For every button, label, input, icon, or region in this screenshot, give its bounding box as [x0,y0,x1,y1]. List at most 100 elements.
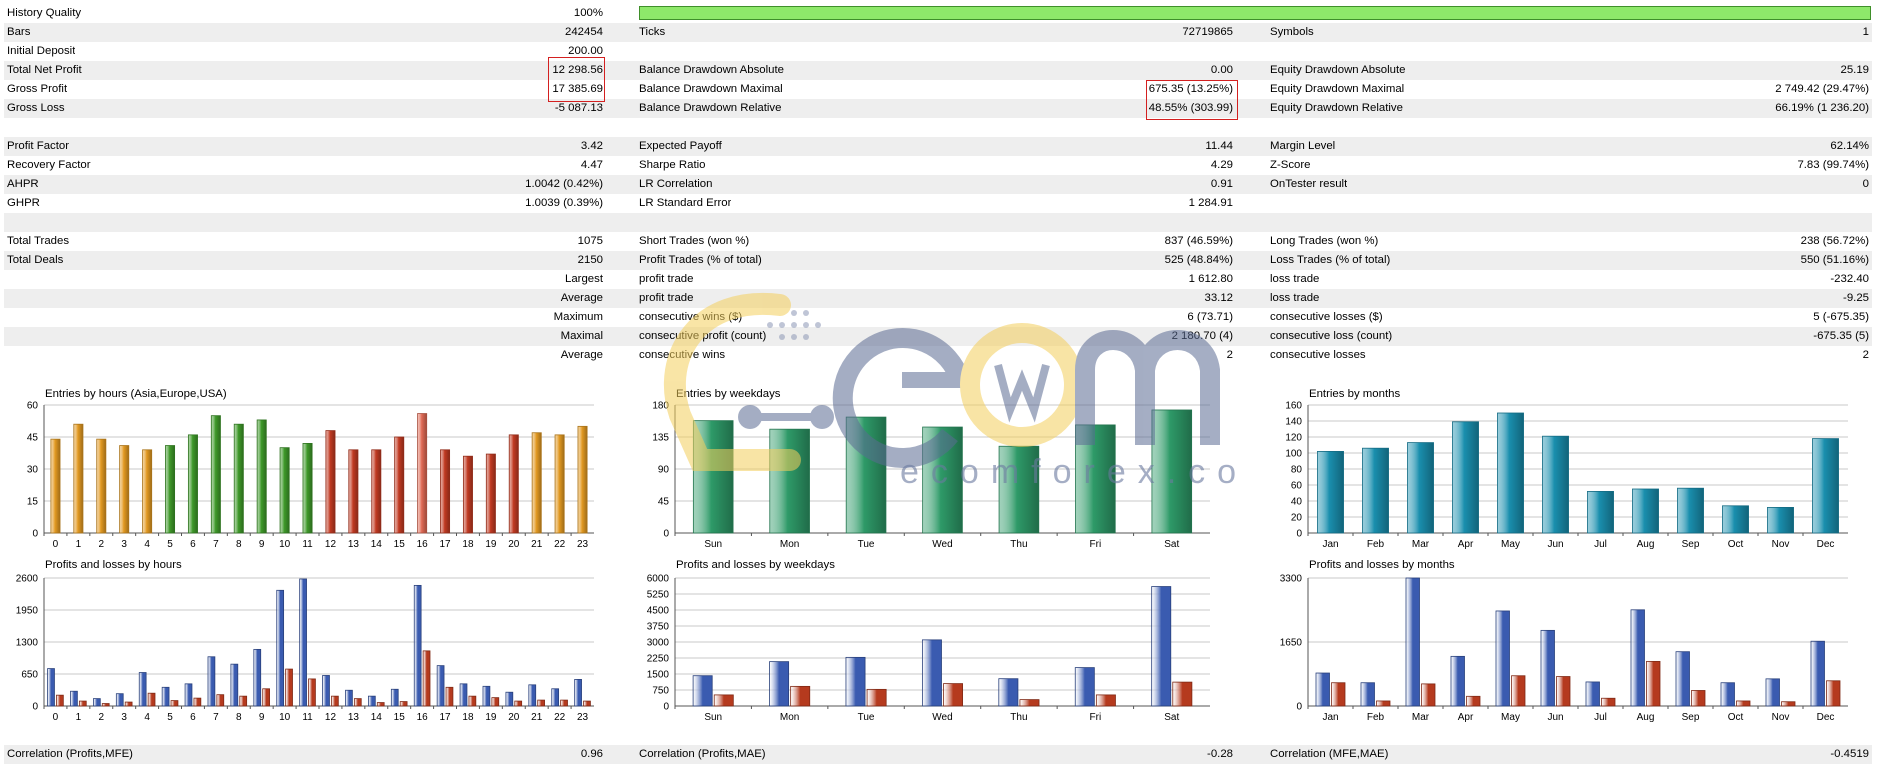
bar-shade [50,438,61,534]
stat-label: Recovery Factor [7,159,91,171]
chart-title: Entries by hours (Asia,Europe,USA) [45,388,227,400]
stat-value: 11.44 [1205,140,1233,152]
profit-bar [47,668,55,707]
bar-shade [845,416,887,534]
x-tick-label: 12 [325,712,337,723]
stat-label: GHPR [7,197,40,209]
x-tick-label: 7 [213,712,219,723]
stat-value: 6 (73.71) [1187,311,1233,323]
stat-label: Bars [7,26,31,38]
x-tick-label: 0 [53,539,59,550]
y-tick-label: 5250 [647,590,670,601]
stats-row: Gross Loss -5 087.13 Balance Drawdown Rela… [4,99,1872,118]
bar-shade [485,453,496,534]
y-tick-label: 120 [1285,433,1302,444]
y-tick-label: 3750 [647,622,670,633]
loss-bar [376,702,385,707]
loss-bar [1691,690,1706,707]
y-tick-label: 60 [27,401,39,412]
x-tick-label: Thu [1010,712,1027,723]
x-tick-label: Mon [780,712,799,723]
stat-value: -9.25 [1843,292,1869,304]
loss-bar [1466,695,1481,707]
loss-bar [1172,681,1193,707]
loss-bar [1556,676,1571,707]
profit-bar [368,695,376,707]
loss-bar [1019,699,1040,707]
loss-bar [1646,660,1661,707]
profit-bar [138,672,147,707]
stat-value: 33.12 [1204,292,1233,304]
y-tick-label: 0 [32,529,38,540]
bar-shade [119,445,130,534]
x-tick-label: Mar [1412,539,1430,550]
x-tick-label: Sun [704,712,722,723]
bar-shade [440,449,451,534]
y-tick-label: 0 [1296,702,1302,713]
stat-label: Total Deals [7,254,64,266]
stats-row: Average consecutive wins 2 consecutive loss… [4,346,1872,365]
bar-shade [1542,435,1569,534]
profit-highlight-box [548,57,605,102]
stats-row: Gross Profit 17 385.69 Balance Drawdown Ma… [4,80,1872,99]
chart-title: Profits and losses by months [1309,559,1455,571]
stats-row: Average profit trade 33.12 loss trade -9.25 [4,289,1872,308]
chart-2: Entries by months 160 140 120 100 80 60 40 20 0 Ja… [1264,385,1878,555]
y-tick-label: 0 [1296,529,1302,540]
x-tick-label: Aug [1637,712,1655,723]
bar-shade [302,443,313,534]
bar-shade [1362,447,1389,534]
stat-label: loss trade [1270,273,1320,285]
x-tick-label: 11 [302,712,313,723]
bar-shade [417,413,428,534]
profit-bar [390,688,399,707]
loss-bar [1421,683,1436,707]
x-tick-label: 5 [167,712,173,723]
y-tick-label: 1300 [16,638,39,649]
bar-shade [325,430,336,534]
x-tick-label: Jul [1594,539,1607,550]
loss-bar [1376,700,1391,707]
x-tick-label: 23 [577,712,589,723]
bar-shade [256,419,267,534]
profit-bar [230,663,239,707]
y-tick-label: 15 [27,497,39,508]
y-tick-label: 40 [1291,497,1303,508]
x-tick-label: 4 [144,712,150,723]
x-tick-label: 6 [190,539,196,550]
bar-shade [1317,451,1344,534]
profit-bar [299,578,307,707]
loss-bar [560,699,568,707]
x-tick-label: 3 [121,539,127,550]
y-tick-label: 45 [658,497,670,508]
stat-value: 66.19% (1 236.20) [1775,102,1869,114]
stat-value: 5 (-675.35) [1813,311,1869,323]
profit-bar [1720,682,1735,707]
stat-label: Ticks [639,26,666,38]
stat-label: Correlation (MFE,MAE) [1270,748,1389,760]
bar-shade [1722,505,1749,534]
bar-shade [1452,421,1479,534]
stat-value: 0.91 [1210,178,1233,190]
profit-bar [1405,577,1420,707]
stat-label: LR Standard Error [639,197,732,209]
x-tick-label: Oct [1728,539,1744,550]
stat-label: Correlation (Profits,MAE) [639,748,766,760]
stats-row: GHPR 1.0039 (0.39%) LR Standard Error 1 284… [4,194,1872,213]
bar-shade [1632,488,1659,534]
x-tick-label: 9 [259,712,265,723]
stat-value: 100% [573,7,603,19]
x-tick-label: 13 [348,712,360,723]
stat-value: 238 (56.72%) [1800,235,1869,247]
stat-label: Equity Drawdown Absolute [1270,64,1406,76]
stat-label: Expected Payoff [639,140,722,152]
loss-bar [331,695,339,707]
stat-label: consecutive wins [639,349,726,361]
y-tick-label: 30 [27,465,39,476]
bar-shade [769,428,810,534]
stat-label: Long Trades (won %) [1270,235,1379,247]
bar-shade [462,455,473,534]
stats-row: Recovery Factor 4.47 Sharpe Ratio 4.29 Z-Sco… [4,156,1872,175]
